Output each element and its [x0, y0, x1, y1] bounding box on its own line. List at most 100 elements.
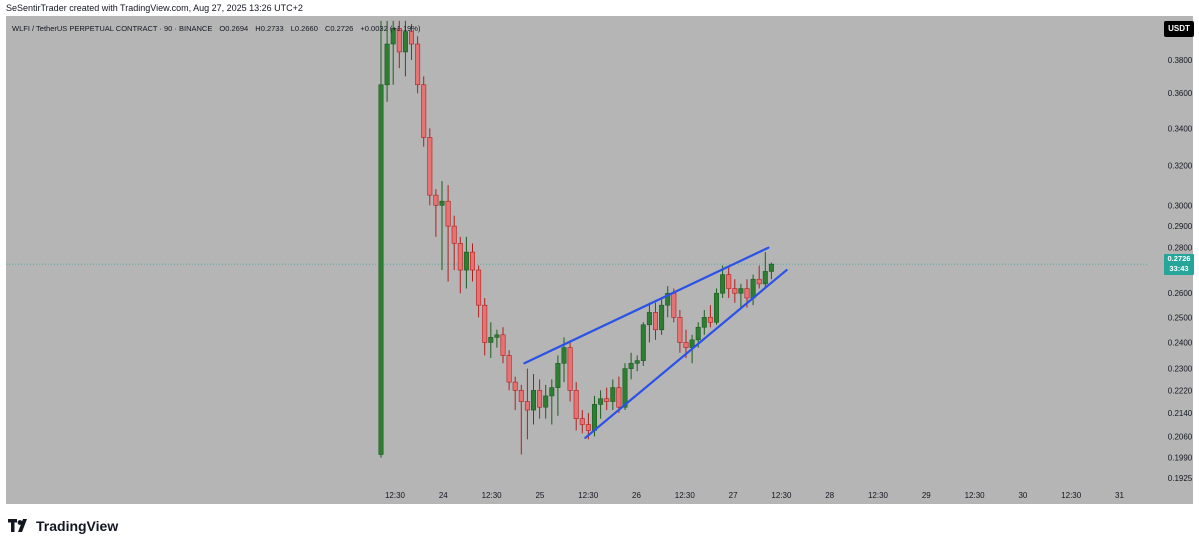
- candle: [518, 384, 524, 455]
- price-tick-label: 0.3800: [1168, 56, 1193, 65]
- candle: [701, 310, 707, 335]
- time-tick-label: 25: [535, 491, 544, 500]
- candles-layer: [6, 20, 1148, 458]
- time-tick-label: 12:30: [482, 491, 503, 500]
- candle: [524, 368, 530, 440]
- candle: [530, 373, 536, 425]
- candle: [652, 302, 658, 340]
- candle: [604, 387, 610, 411]
- candle: [488, 322, 494, 359]
- bar-countdown: 33:43: [1169, 264, 1189, 274]
- chart-attribution: SeSentirTrader created with TradingView.…: [6, 3, 303, 13]
- candle: [378, 20, 384, 458]
- candle: [402, 20, 408, 77]
- time-tick-label: 12:30: [771, 491, 792, 500]
- candle: [555, 355, 561, 416]
- time-tick-label: 31: [1115, 491, 1124, 500]
- price-axis: 0.3800 0.3600 0.3400 0.3200 0.3000 0.2900 0.28…: [1168, 56, 1193, 483]
- candle: [482, 297, 488, 356]
- candle: [659, 297, 665, 335]
- chart-area[interactable]: WLFI / TetherUS PERPETUAL CONTRACT · 90 …: [6, 16, 1194, 504]
- candlestick-chart: 0.3800 0.3600 0.3400 0.3200 0.3000 0.2900 0.28…: [6, 20, 1193, 500]
- candle: [762, 252, 768, 289]
- price-tick-label: 0.2800: [1168, 244, 1193, 253]
- time-tick-label: 12:30: [578, 491, 599, 500]
- candle: [732, 279, 738, 303]
- time-tick-label: 29: [922, 491, 931, 500]
- time-tick-label: 12:30: [385, 491, 406, 500]
- candle: [463, 236, 469, 289]
- time-tick-label: 27: [729, 491, 738, 500]
- price-tick-label: 0.2140: [1168, 409, 1193, 418]
- candle: [384, 20, 390, 102]
- candle: [707, 305, 713, 328]
- candle: [512, 376, 518, 411]
- candle: [469, 243, 475, 282]
- candle: [421, 76, 427, 147]
- candle: [622, 363, 628, 411]
- candle: [628, 352, 634, 380]
- candle: [494, 329, 500, 348]
- price-tick-label: 0.2600: [1168, 289, 1193, 298]
- price-tick-label: 0.1925: [1168, 474, 1193, 483]
- tradingview-brand: TradingView: [36, 518, 119, 534]
- wedge-layer: [523, 246, 788, 439]
- symbol-title: WLFI / TetherUS PERPETUAL CONTRACT · 90 …: [12, 24, 213, 33]
- footer-branding: TradingView: [8, 516, 118, 536]
- candle: [598, 390, 604, 419]
- candle: [500, 327, 506, 364]
- price-tick-label: 0.3000: [1168, 201, 1193, 210]
- last-price-value: 0.2726: [1167, 254, 1191, 264]
- quote-currency-badge[interactable]: USDT: [1164, 21, 1194, 37]
- candle: [445, 185, 451, 282]
- time-tick-label: 28: [825, 491, 834, 500]
- candle: [573, 382, 579, 431]
- candle: [457, 236, 463, 294]
- candle: [738, 283, 744, 308]
- candle: [610, 379, 616, 411]
- ohlc-close: C0.2726: [324, 24, 354, 33]
- wedge-upper-line: [523, 246, 770, 365]
- candle: [390, 20, 396, 85]
- candle: [726, 265, 732, 298]
- time-tick-label: 12:30: [868, 491, 889, 500]
- price-tick-label: 0.2400: [1168, 338, 1193, 347]
- candle: [646, 302, 652, 343]
- time-tick-label: 24: [439, 491, 448, 500]
- time-tick-label: 26: [632, 491, 641, 500]
- time-tick-label: 30: [1018, 491, 1027, 500]
- candle: [415, 36, 421, 94]
- candle: [677, 310, 683, 353]
- candle: [720, 265, 726, 298]
- candle: [543, 384, 549, 419]
- candle: [640, 322, 646, 366]
- price-tick-label: 0.2060: [1168, 432, 1193, 441]
- time-tick-label: 12:30: [1061, 491, 1082, 500]
- ohlc-change: +0.0032 (+1.19%): [360, 24, 421, 33]
- candle: [549, 379, 555, 425]
- time-tick-label: 12:30: [965, 491, 986, 500]
- ohlc-high: H0.2733: [255, 24, 284, 33]
- candle: [665, 286, 671, 318]
- candle: [476, 265, 482, 318]
- candle: [756, 265, 762, 289]
- candle: [506, 350, 512, 391]
- candle: [713, 288, 719, 325]
- wedge-lower-line: [584, 268, 788, 439]
- tradingview-logo-icon: [8, 519, 27, 532]
- price-tick-label: 0.2300: [1168, 365, 1193, 374]
- last-price-label: 0.2726 33:43: [1164, 254, 1194, 276]
- candle: [433, 189, 439, 237]
- candle: [439, 181, 445, 271]
- candle: [451, 215, 457, 271]
- candle: [768, 262, 774, 280]
- ohlc-low: L0.2660: [290, 24, 318, 33]
- candle: [579, 410, 585, 434]
- symbol-legend: WLFI / TetherUS PERPETUAL CONTRACT · 90 …: [12, 24, 425, 33]
- time-axis: 12:30 24 12:30 25 12:30 26 12:30 27 12:30 28 12:30…: [385, 491, 1125, 500]
- price-tick-label: 0.3200: [1168, 162, 1193, 171]
- candle: [427, 128, 433, 206]
- price-tick-label: 0.1990: [1168, 454, 1193, 463]
- time-tick-label: 12:30: [675, 491, 696, 500]
- price-tick-label: 0.3600: [1168, 89, 1193, 98]
